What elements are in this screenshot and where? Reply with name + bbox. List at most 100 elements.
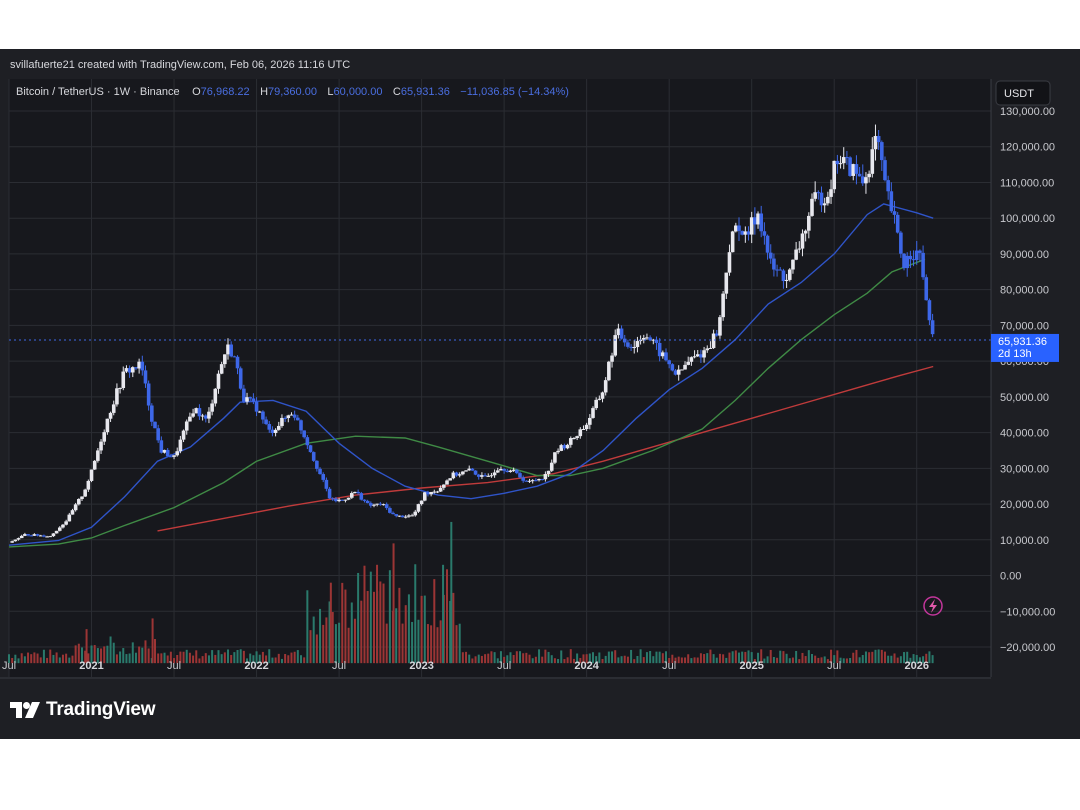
volume-bar bbox=[96, 648, 99, 664]
volume-bar bbox=[309, 630, 312, 664]
candle-body bbox=[632, 347, 637, 349]
volume-bar bbox=[595, 656, 598, 664]
volume-bar bbox=[11, 657, 14, 664]
candle-body bbox=[378, 503, 383, 505]
volume-bar bbox=[274, 657, 277, 664]
volume-bar bbox=[230, 654, 233, 664]
candle-body bbox=[734, 225, 738, 232]
lightning-icon[interactable] bbox=[923, 596, 943, 616]
volume-bar bbox=[896, 657, 899, 664]
candle-body bbox=[397, 515, 402, 517]
volume-bar bbox=[93, 645, 96, 664]
candle-body bbox=[676, 369, 681, 375]
volume-bar bbox=[461, 652, 464, 664]
volume-bar bbox=[353, 618, 356, 664]
candle-body bbox=[832, 160, 837, 190]
candle-body bbox=[32, 534, 37, 536]
volume-bar bbox=[299, 655, 302, 664]
candle-body bbox=[150, 405, 154, 422]
candle-body bbox=[127, 368, 132, 373]
candle-body bbox=[302, 430, 306, 438]
candle-body bbox=[762, 231, 767, 236]
volume-bar bbox=[715, 657, 718, 664]
volume-bar bbox=[458, 623, 461, 664]
candle-body bbox=[10, 541, 14, 543]
currency-button-label: USDT bbox=[1004, 88, 1034, 100]
y-tick-label: 30,000.00 bbox=[1000, 463, 1049, 475]
candle-body bbox=[889, 191, 894, 212]
volume-bar bbox=[601, 659, 604, 664]
volume-bar bbox=[925, 653, 928, 664]
candle-body bbox=[772, 258, 776, 270]
candle-body bbox=[346, 497, 351, 500]
volume-bar bbox=[798, 659, 801, 664]
currency-button[interactable] bbox=[995, 80, 1051, 106]
volume-bar bbox=[319, 608, 322, 664]
candle-body bbox=[549, 462, 554, 471]
volume-bar bbox=[550, 655, 553, 664]
candle-body bbox=[892, 211, 897, 215]
volume-bar bbox=[173, 658, 176, 664]
volume-bar bbox=[144, 640, 147, 664]
candle-body bbox=[502, 468, 506, 471]
candle-body bbox=[870, 149, 875, 174]
candle-body bbox=[600, 392, 605, 399]
candle-body bbox=[768, 252, 773, 259]
candle-body bbox=[19, 535, 24, 539]
candle-body bbox=[283, 417, 287, 419]
volume-bar bbox=[211, 650, 214, 664]
candle-body bbox=[321, 474, 326, 480]
candle-body bbox=[159, 440, 164, 453]
candle-body bbox=[483, 475, 487, 477]
candle-body bbox=[619, 328, 624, 339]
volume-bar bbox=[106, 645, 109, 664]
candle-body bbox=[200, 415, 205, 417]
volume-bar bbox=[417, 619, 420, 664]
candle-body bbox=[315, 460, 319, 469]
volume-bar bbox=[477, 654, 480, 664]
grid bbox=[8, 79, 991, 677]
volume-bar bbox=[74, 645, 77, 664]
volume-bar bbox=[712, 654, 715, 664]
volume-bar bbox=[36, 653, 39, 664]
volume-bar bbox=[785, 653, 788, 664]
volume-bar bbox=[322, 624, 325, 664]
candle-body bbox=[273, 429, 278, 433]
candle-body bbox=[829, 189, 833, 197]
volume-bar bbox=[582, 654, 585, 664]
candle-body bbox=[80, 496, 84, 500]
candle-body bbox=[324, 479, 329, 489]
volume-bar bbox=[623, 655, 626, 664]
candle-body bbox=[718, 317, 722, 336]
volume-bar bbox=[388, 570, 391, 664]
candle-body bbox=[42, 535, 46, 537]
candle-body bbox=[876, 136, 881, 143]
volume-bar bbox=[134, 652, 137, 664]
candle-body bbox=[508, 470, 513, 473]
candle-body bbox=[203, 415, 208, 419]
volume-bar bbox=[328, 601, 331, 664]
price-axis[interactable] bbox=[991, 79, 1080, 677]
volume-bar bbox=[128, 653, 131, 664]
candle-body bbox=[96, 450, 100, 461]
volume-bar bbox=[239, 649, 242, 664]
candle-body bbox=[753, 217, 757, 225]
candle-body bbox=[54, 530, 59, 534]
candle-body bbox=[489, 475, 494, 477]
tradingview-logo[interactable]: TradingView bbox=[10, 698, 156, 722]
volume-bar bbox=[750, 652, 753, 664]
volume-bar bbox=[620, 656, 623, 664]
plot-area[interactable] bbox=[9, 79, 991, 677]
x-tick-label: 2026 bbox=[904, 660, 928, 672]
candle-body bbox=[461, 471, 465, 475]
volume-bar bbox=[737, 652, 740, 664]
volume-bar bbox=[591, 652, 594, 664]
y-tick-label: 10,000.00 bbox=[1000, 535, 1049, 547]
candle-body bbox=[797, 248, 802, 250]
volume-bar bbox=[395, 608, 398, 664]
candle-body bbox=[454, 472, 459, 476]
candle-body bbox=[648, 337, 652, 341]
candle-body bbox=[841, 157, 846, 164]
volume-bar bbox=[617, 657, 620, 664]
volume-bar bbox=[49, 649, 52, 664]
